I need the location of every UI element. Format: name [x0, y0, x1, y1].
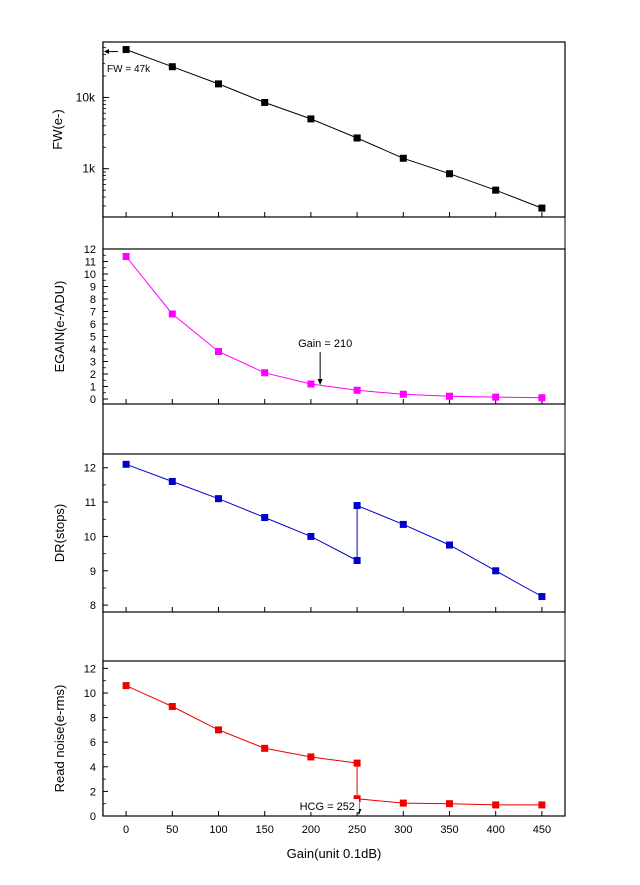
panel-3-data-point — [353, 502, 361, 510]
panel-4-xtick-label: 300 — [394, 824, 412, 836]
panel-3-ytick-label: 10 — [84, 531, 96, 543]
panel-2-data-point — [399, 390, 407, 398]
panel-4-ytick-label: 12 — [84, 663, 96, 675]
panel-4-xtick-label: 200 — [302, 824, 320, 836]
panel-4-data-point — [168, 703, 176, 711]
panel-1-data-point — [261, 98, 269, 106]
panel-1-data-point — [353, 134, 361, 142]
panel-2-ytick-label: 5 — [90, 332, 96, 344]
panel-2-ytick-label: 0 — [90, 394, 96, 406]
panel-1-data-point — [538, 204, 546, 212]
panel-4-data-point — [446, 800, 453, 808]
panel-2-data-point — [168, 310, 176, 318]
panel-4-data-point — [122, 682, 130, 690]
panel-2-ytick-label: 12 — [84, 244, 96, 256]
panel-2-ytick-label: 11 — [85, 257, 96, 269]
panel-2-ytick-label: 9 — [90, 282, 96, 294]
panel-3-data-point — [122, 460, 130, 468]
panel-2-data-point — [492, 393, 500, 401]
panel-1-data-point — [215, 80, 222, 88]
panel-2-ytick-label: 10 — [84, 269, 96, 281]
panel-4-data-point — [399, 799, 407, 807]
panel-2-ytick-label: 2 — [90, 369, 96, 381]
panel-2-annotation: Gain = 210 — [298, 338, 352, 350]
panel-1-data-point — [307, 115, 315, 123]
panel-4-xtick-label: 50 — [166, 824, 178, 836]
panel-3-frame — [102, 453, 566, 613]
panel-4-data-point — [492, 801, 500, 809]
panel-4-ytick-label: 0 — [90, 811, 96, 823]
panel-2-data-point — [538, 394, 546, 402]
panel-2-ytick-label: 8 — [90, 294, 96, 306]
panel-4-xtick-label: 150 — [256, 824, 274, 836]
panel-4-xtick-label: 400 — [487, 824, 505, 836]
panel-4-data-point — [261, 744, 269, 752]
panel-2-data-point — [353, 386, 361, 394]
panel-3-data-point — [168, 477, 176, 485]
panel-3-data-point — [492, 567, 500, 575]
panel-3-ytick-label: 12 — [84, 463, 96, 475]
panel-4-ytick-label: 2 — [90, 786, 96, 798]
panel-4-data-point — [215, 726, 222, 734]
panel-3-data-point — [215, 495, 222, 503]
panel-2-ytick-label: 7 — [90, 307, 96, 319]
panel-4-data-point — [353, 795, 361, 803]
panel-3-data-point — [307, 532, 315, 540]
panel-2-frame — [102, 248, 566, 405]
panel-4-data-point — [538, 801, 546, 809]
panel-4-ytick-label: 4 — [90, 762, 96, 774]
panel-4-xtick-label: 0 — [123, 824, 129, 836]
panel-2-ytick-label: 6 — [90, 319, 96, 331]
panel-3-ytick-label: 11 — [85, 497, 96, 509]
panel-4-data-point — [307, 753, 315, 761]
panel-3-ytick-label: 9 — [90, 566, 96, 578]
panel-3-data-point — [446, 541, 453, 549]
panel-3-data-point — [353, 556, 361, 564]
panel-1-annotation: FW = 47k — [107, 64, 151, 75]
panel-1-data-point — [122, 46, 130, 54]
panel-1-ytick-label: 10k — [76, 90, 96, 104]
panel-1-data-point — [399, 154, 407, 162]
panel-4-xlabel: Gain(unit 0.1dB) — [287, 846, 382, 861]
panel-3-data-point — [399, 520, 407, 528]
panel-1-data-point — [168, 63, 176, 71]
panel-1-annotation-bg — [105, 63, 155, 75]
panel-2-ytick-label: 3 — [90, 357, 96, 369]
panel-4-ylabel: Read noise(e-rms) — [52, 685, 67, 793]
panel-4-ytick-label: 8 — [90, 713, 96, 725]
panel-2-ylabel: EGAIN(e-/ADU) — [52, 281, 67, 373]
panel-2-data-point — [122, 253, 130, 260]
panel-2-ytick-label: 1 — [90, 382, 96, 394]
panel-1-series-line — [125, 49, 543, 209]
panel-4-annotation: HCG = 252 — [300, 801, 355, 813]
panel-4-annotation-bg — [296, 799, 359, 812]
panel-4-data-point — [353, 759, 361, 767]
panel-2-data-point — [307, 380, 315, 388]
panel-3-data-point — [261, 514, 269, 522]
panel-1-data-point — [492, 186, 500, 194]
panel-2-annotation-bg — [292, 336, 359, 349]
panel-4-frame — [102, 660, 566, 817]
panel-1-ylabel: FW(e-) — [50, 109, 65, 149]
panel-4-ytick-label: 6 — [90, 737, 96, 749]
panel-4-xtick-label: 250 — [348, 824, 366, 836]
panel-4-xtick-label: 450 — [533, 824, 551, 836]
panel-3-ylabel: DR(stops) — [52, 504, 67, 563]
panel-4-ytick-label: 10 — [84, 688, 96, 700]
panel-2-annotation-arrowhead — [317, 379, 323, 385]
panel-2-data-point — [215, 348, 222, 355]
panel-1-data-point — [446, 170, 453, 178]
panel-3-data-point — [538, 593, 546, 601]
panel-2-ytick-label: 4 — [90, 344, 96, 356]
panel-4-xtick-label: 100 — [209, 824, 227, 836]
panel-1-annotation-arrowhead — [104, 49, 109, 55]
panel-3-ytick-label: 8 — [90, 600, 96, 612]
panel-4-xtick-label: 350 — [440, 824, 458, 836]
panel-2-series-line — [125, 256, 542, 399]
panel-2-data-point — [261, 369, 269, 377]
panel-1-ytick-label: 1k — [82, 162, 96, 176]
panel-2-data-point — [446, 392, 453, 400]
